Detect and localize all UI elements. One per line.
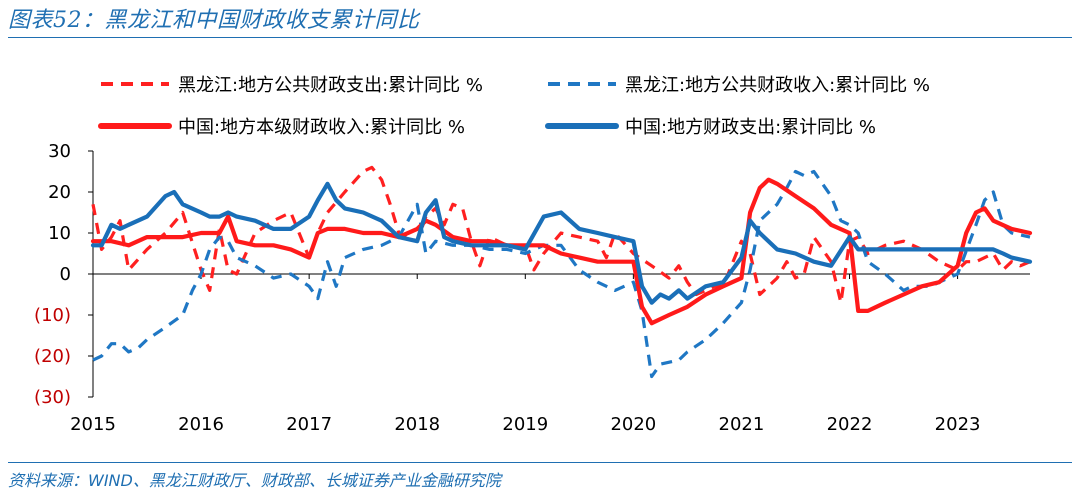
legend-item-2: 黑龙江:地方公共财政收入:累计同比 % [548, 75, 930, 96]
series-line-3 [90, 177, 1033, 326]
series-group [90, 165, 1033, 379]
y-tick-label: 0 [60, 264, 71, 285]
legend-label: 黑龙江:地方公共财政收入:累计同比 % [625, 75, 930, 96]
x-tick-label: 2016 [178, 414, 224, 435]
chart: 黑龙江:地方公共财政支出:累计同比 % 黑龙江:地方公共财政收入:累计同比 % 中国… [34, 75, 1033, 435]
y-tick-label: 10 [48, 223, 71, 244]
figure-title: 图表52：黑龙江和中国财政收支累计同比 [8, 8, 420, 33]
y-tick-label: (30) [34, 387, 71, 408]
x-tick-label: 2023 [935, 414, 981, 435]
source-rule [8, 462, 1072, 463]
legend-label: 中国:地方本级财政收入:累计同比 % [178, 117, 465, 138]
y-tick-label: (20) [34, 346, 71, 367]
x-tick-label: 2021 [719, 414, 765, 435]
y-tick-label: 30 [48, 141, 71, 162]
legend-item-1: 黑龙江:地方公共财政支出:累计同比 % [101, 75, 483, 96]
source-note: 资料来源：WIND、黑龙江财政厅、财政部、长城证券产业金融研究院 [8, 471, 501, 490]
legend-label: 黑龙江:地方公共财政支出:累计同比 % [178, 75, 483, 96]
series-line-2 [92, 169, 1031, 379]
x-tick-label: 2020 [610, 414, 656, 435]
x-tick-label: 2019 [502, 414, 548, 435]
legend-item-3: 中国:地方本级财政收入:累计同比 % [98, 117, 465, 138]
x-tick-label: 2022 [827, 414, 873, 435]
series-line-4 [90, 181, 1033, 305]
y-tick-label: (10) [34, 305, 71, 326]
legend: 黑龙江:地方公共财政支出:累计同比 % 黑龙江:地方公共财政收入:累计同比 % 中国… [98, 75, 930, 138]
legend-label: 中国:地方财政支出:累计同比 % [625, 117, 876, 138]
legend-item-4: 中国:地方财政支出:累计同比 % [545, 117, 876, 138]
series-line-1 [91, 165, 1031, 305]
axes: 30 20 10 0 (10) (20) (30) 2015 2016 2017 2018 2019 2… [34, 141, 1030, 435]
x-tick-label: 2017 [286, 414, 332, 435]
x-tick-label: 2015 [70, 414, 116, 435]
title-rule [8, 37, 1072, 38]
x-tick-label: 2018 [394, 414, 440, 435]
y-tick-label: 20 [48, 182, 71, 203]
